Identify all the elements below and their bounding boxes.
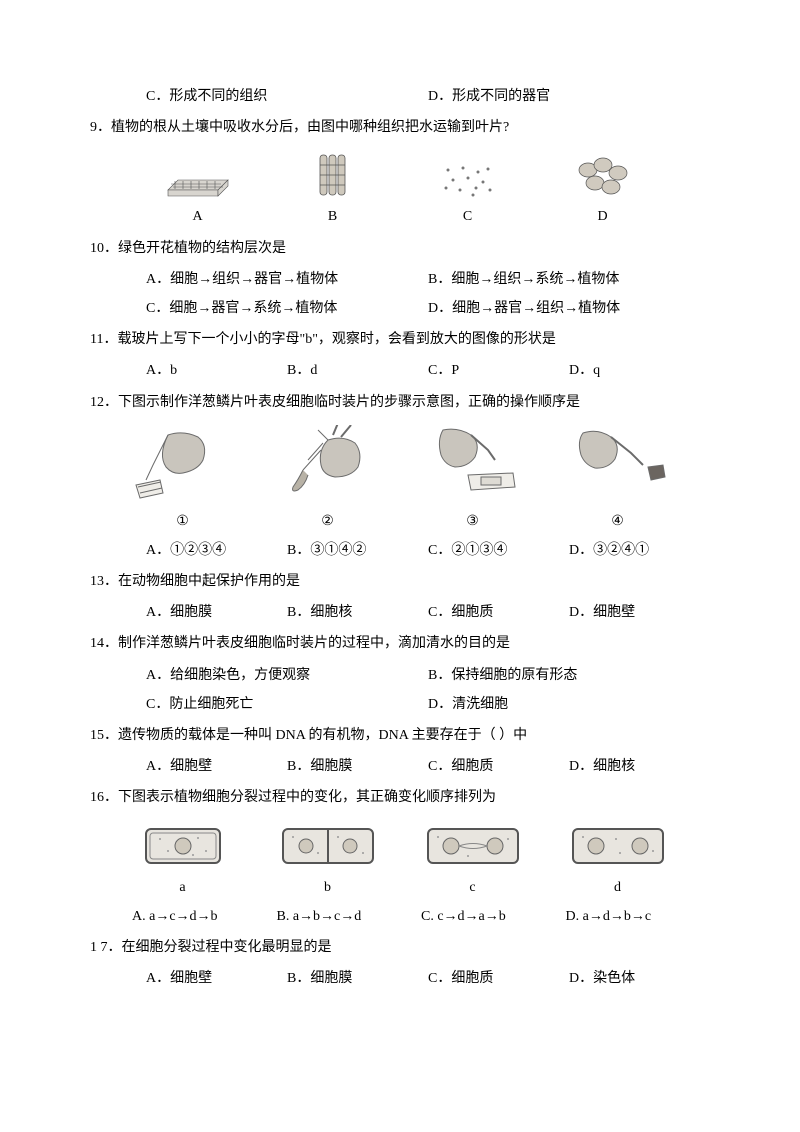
q17-opt-b: B．细胞膜 <box>287 966 428 991</box>
q8-opt-c: C．形成不同的组织 <box>146 84 428 109</box>
q14-opts-2: C．防止细胞死亡 D．清洗细胞 <box>90 692 710 717</box>
q9-stem: 9．植物的根从土壤中吸收水分后，由图中哪种组织把水运输到叶片? <box>90 115 710 140</box>
q17-opts: A．细胞壁 B．细胞膜 C．细胞质 D．染色体 <box>90 966 710 991</box>
q9-label-d: D <box>597 209 607 224</box>
q8-options: C．形成不同的组织 D．形成不同的器官 <box>90 84 710 109</box>
q12-img-2: ② <box>255 425 400 534</box>
q16-opt-a: A. a→c→d→b <box>132 904 277 929</box>
q9-label-a: A <box>192 209 202 224</box>
q10-opt-b: B．细胞→组织→系统→植物体 <box>428 267 710 292</box>
q14-stem: 14．制作洋葱鳞片叶表皮细胞临时装片的过程中，滴加清水的目的是 <box>90 631 710 656</box>
q12-opt-c: C．②①③④ <box>428 538 569 563</box>
q9-label-c: C <box>463 209 472 224</box>
q16-opt-c: C. c→d→a→b <box>421 904 566 929</box>
q16-img-c: c <box>400 821 545 900</box>
q16-opt-b: B. a→b→c→d <box>277 904 422 929</box>
q16-stem: 16．下图表示植物细胞分裂过程中的变化，其正确变化顺序排列为 <box>90 785 710 810</box>
q14-opt-c: C．防止细胞死亡 <box>146 692 428 717</box>
q9-img-c: C <box>400 160 535 229</box>
q13-opts: A．细胞膜 B．细胞核 C．细胞质 D．细胞壁 <box>90 600 710 625</box>
q16-opts: A. a→c→d→b B. a→b→c→d C. c→d→a→b D. a→d→… <box>90 904 710 929</box>
q16-img-b: b <box>255 821 400 900</box>
q16-label-a: a <box>179 880 185 895</box>
q13-opt-c: C．细胞质 <box>428 600 569 625</box>
q13-opt-b: B．细胞核 <box>287 600 428 625</box>
q16-label-c: c <box>469 880 475 895</box>
q12-opts: A．①②③④ B．③①④② C．②①③④ D．③②④① <box>90 538 710 563</box>
q12-label-3: ③ <box>466 514 479 529</box>
q12-stem: 12．下图示制作洋葱鳞片叶表皮细胞临时装片的步骤示意图，正确的操作顺序是 <box>90 390 710 415</box>
q10-stem: 10．绿色开花植物的结构层次是 <box>90 236 710 261</box>
q12-images: ① ② ③ <box>90 425 710 534</box>
q12-opt-d: D．③②④① <box>569 538 710 563</box>
q14-opt-d: D．清洗细胞 <box>428 692 710 717</box>
q14-opts-1: A．给细胞染色，方便观察 B．保持细胞的原有形态 <box>90 663 710 688</box>
q11-opt-d: D．q <box>569 358 710 383</box>
q14-opt-b: B．保持细胞的原有形态 <box>428 663 710 688</box>
q15-opt-b: B．细胞膜 <box>287 754 428 779</box>
q17-opt-a: A．细胞壁 <box>146 966 287 991</box>
q12-opt-a: A．①②③④ <box>146 538 287 563</box>
q14-opt-a: A．给细胞染色，方便观察 <box>146 663 428 688</box>
q9-label-b: B <box>328 209 337 224</box>
q16-img-d: d <box>545 821 690 900</box>
q12-label-2: ② <box>321 514 334 529</box>
q16-label-b: b <box>324 880 331 895</box>
q13-opt-d: D．细胞壁 <box>569 600 710 625</box>
q17-opt-c: C．细胞质 <box>428 966 569 991</box>
q10-opts-1: A．细胞→组织→器官→植物体 B．细胞→组织→系统→植物体 <box>90 267 710 292</box>
q15-opt-d: D．细胞核 <box>569 754 710 779</box>
q9-img-a: A <box>130 160 265 229</box>
q11-opt-a: A．b <box>146 358 287 383</box>
q9-img-d: D <box>535 155 670 229</box>
q11-opt-c: C．P <box>428 358 569 383</box>
q16-opt-d: D. a→d→b→c <box>566 904 711 929</box>
q15-opt-a: A．细胞壁 <box>146 754 287 779</box>
q10-opt-a: A．细胞→组织→器官→植物体 <box>146 267 428 292</box>
q10-opt-d: D．细胞→器官→组织→植物体 <box>428 296 710 321</box>
q16-img-a: a <box>110 821 255 900</box>
q13-opt-a: A．细胞膜 <box>146 600 287 625</box>
q17-opt-d: D．染色体 <box>569 966 710 991</box>
q13-stem: 13．在动物细胞中起保护作用的是 <box>90 569 710 594</box>
q11-opt-b: B．d <box>287 358 428 383</box>
q10-opt-c: C．细胞→器官→系统→植物体 <box>146 296 428 321</box>
q11-stem: 11．载玻片上写下一个小小的字母"b"，观察时，会看到放大的图像的形状是 <box>90 327 710 352</box>
q8-opt-d: D．形成不同的器官 <box>428 84 710 109</box>
q10-opts-2: C．细胞→器官→系统→植物体 D．细胞→器官→组织→植物体 <box>90 296 710 321</box>
q12-opt-b: B．③①④② <box>287 538 428 563</box>
q17-stem: 1 7．在细胞分裂过程中变化最明显的是 <box>90 935 710 960</box>
q12-label-1: ① <box>176 514 189 529</box>
q12-label-4: ④ <box>611 514 624 529</box>
q12-img-3: ③ <box>400 425 545 534</box>
q16-images: a b c d <box>90 821 710 900</box>
q15-stem: 15．遗传物质的载体是一种叫 DNA 的有机物，DNA 主要存在于（ ）中 <box>90 723 710 748</box>
q11-opts: A．b B．d C．P D．q <box>90 358 710 383</box>
q15-opts: A．细胞壁 B．细胞膜 C．细胞质 D．细胞核 <box>90 754 710 779</box>
q9-images: A B C D <box>90 150 710 229</box>
q16-label-d: d <box>614 880 621 895</box>
q12-img-4: ④ <box>545 425 690 534</box>
q9-img-b: B <box>265 150 400 229</box>
q15-opt-c: C．细胞质 <box>428 754 569 779</box>
q12-img-1: ① <box>110 425 255 534</box>
